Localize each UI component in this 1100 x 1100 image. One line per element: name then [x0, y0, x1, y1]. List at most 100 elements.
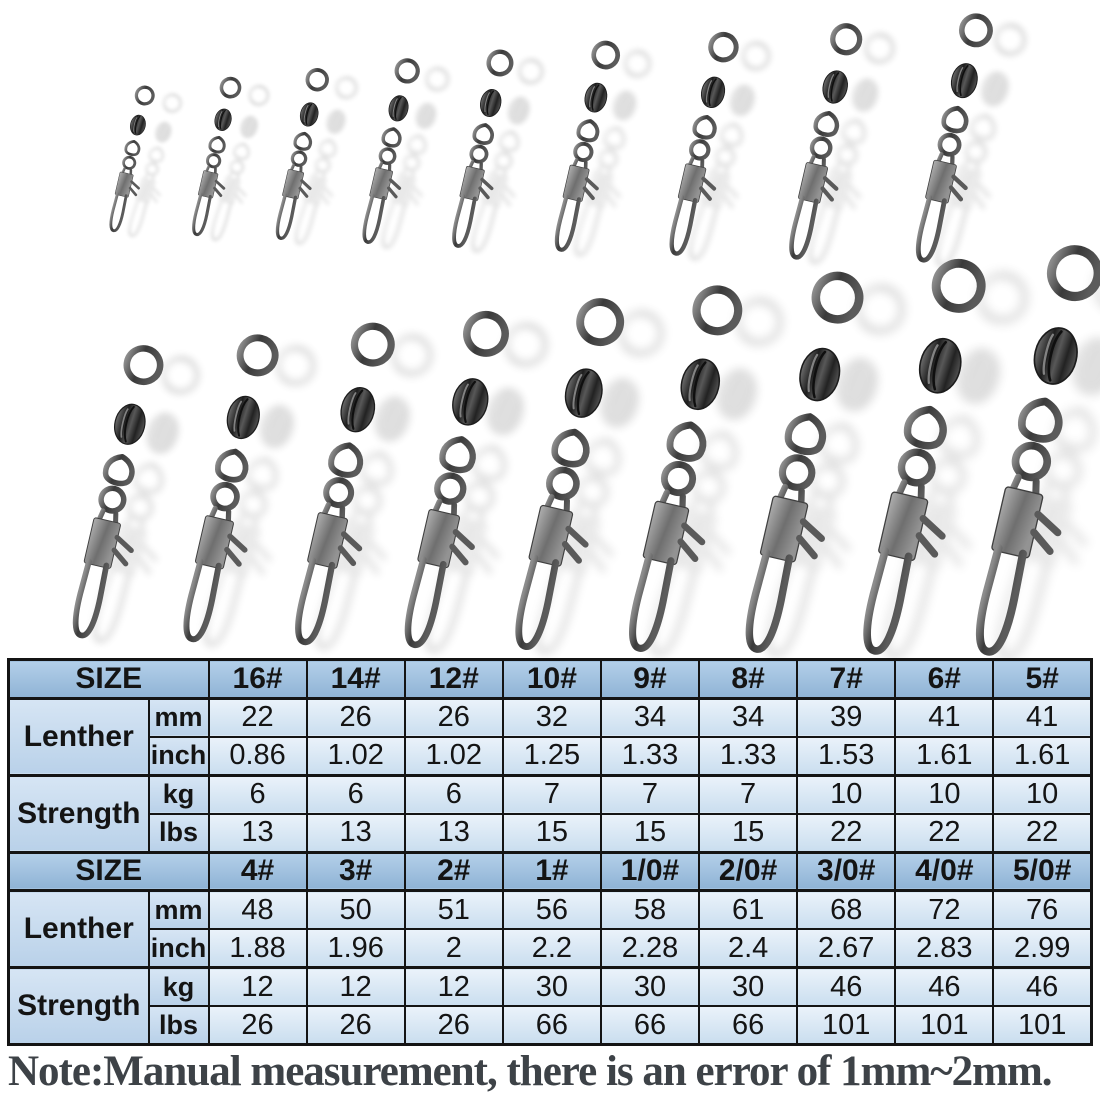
spec-value-cell: 1.61 — [894, 735, 995, 776]
unit-label-cell: inch — [147, 735, 210, 776]
spec-value-cell: 2.2 — [501, 928, 602, 969]
spec-value-cell: 15 — [501, 812, 602, 853]
table-data-row: lbs 26 26 26 66 66 66 101 101 101 — [9, 1005, 1093, 1046]
swivel-shadow — [204, 82, 279, 247]
measurement-note: Note:Manual measurement, there is an err… — [8, 1048, 1053, 1095]
spec-value-cell: 10 — [894, 773, 995, 815]
size-header-cell: 6# — [894, 658, 995, 700]
spec-value-cell: 22 — [207, 697, 308, 738]
spec-value-cell: 1.02 — [305, 735, 406, 776]
spec-value-cell: 2.28 — [599, 928, 701, 969]
spec-value-cell: 58 — [599, 889, 701, 930]
size-header-cell: 14# — [305, 658, 406, 700]
spec-value-cell: 13 — [403, 812, 504, 853]
spec-value-cell: 66 — [501, 1005, 602, 1046]
spec-value-cell: 72 — [894, 889, 995, 930]
group-label-cell: Lenther — [7, 889, 150, 969]
spec-value-cell: 10 — [992, 773, 1093, 815]
unit-label-cell: kg — [147, 966, 210, 1007]
unit-label-cell: inch — [147, 928, 210, 969]
unit-label-cell: mm — [147, 889, 210, 930]
table-size-row: SIZE 4# 3# 2# 1# 1/0# 2/0# 3/0# 4/0# 5/0# — [7, 850, 1093, 892]
table-data-row: lbs 13 13 13 15 15 15 22 22 22 — [9, 812, 1093, 853]
swivel-shadow — [801, 32, 906, 270]
spec-value-cell: 2.67 — [796, 928, 897, 969]
spec-value-cell: 1.25 — [501, 735, 602, 776]
spec-value-cell: 26 — [403, 697, 504, 738]
spec-value-cell: 1.61 — [992, 735, 1093, 776]
spec-value-cell: 41 — [992, 697, 1093, 738]
swivel-shadow — [376, 66, 459, 253]
size-header-cell: 5/0# — [992, 850, 1093, 892]
spec-value-cell: 46 — [894, 966, 995, 1007]
spec-value-cell: 41 — [894, 697, 995, 738]
size-header-cell: 2# — [403, 850, 504, 892]
spec-value-cell: 26 — [207, 1005, 308, 1046]
table-data-row: Lenther mm 48 50 51 56 58 61 68 72 76 — [7, 889, 1093, 969]
spec-table: SIZE 16# 14# 12# 10# 9# 8# 7# 6# 5# Lenther mm 22 26 2… — [7, 658, 1093, 1046]
spec-value-cell: 101 — [894, 1005, 995, 1046]
spec-value-cell: 7 — [698, 773, 799, 815]
spec-value-cell: 26 — [403, 1005, 504, 1046]
spec-value-cell: 2 — [403, 928, 504, 969]
spec-value-cell: 6 — [403, 773, 504, 815]
size-corner-cell: SIZE — [7, 850, 210, 892]
spec-value-cell: 2.4 — [698, 928, 799, 969]
unit-label-cell: mm — [147, 697, 210, 738]
spec-value-cell: 15 — [599, 812, 701, 853]
swivel-shadow — [928, 22, 1039, 273]
table-data-row: Strength kg 6 6 6 7 7 7 10 10 10 — [7, 773, 1093, 853]
size-corner-cell: SIZE — [7, 658, 210, 700]
size-header-cell: 4# — [207, 850, 308, 892]
unit-label-cell: lbs — [147, 1005, 210, 1046]
size-header-cell: 10# — [501, 658, 602, 700]
spec-value-cell: 39 — [796, 697, 897, 738]
unit-label-cell: lbs — [147, 812, 210, 853]
size-header-cell: 2/0# — [698, 850, 799, 892]
spec-value-cell: 32 — [501, 697, 602, 738]
spec-value-cell: 12 — [403, 966, 504, 1007]
size-header-cell: 12# — [403, 658, 504, 700]
size-header-cell: 3/0# — [796, 850, 897, 892]
unit-label-cell: kg — [147, 773, 210, 815]
size-header-cell: 3# — [305, 850, 406, 892]
spec-value-cell: 0.86 — [207, 735, 308, 776]
table-data-row: Strength kg 12 12 12 30 30 30 46 46 46 — [7, 966, 1093, 1046]
spec-value-cell: 30 — [698, 966, 799, 1007]
spec-value-cell: 1.53 — [796, 735, 897, 776]
group-label-cell: Lenther — [7, 697, 150, 776]
spec-value-cell: 46 — [796, 966, 897, 1007]
group-label-cell: Strength — [7, 966, 150, 1046]
spec-value-cell: 61 — [698, 889, 799, 930]
spec-value-cell: 2.99 — [992, 928, 1093, 969]
spec-value-cell: 76 — [992, 889, 1093, 930]
spec-value-cell: 6 — [207, 773, 308, 815]
spec-value-cell: 22 — [796, 812, 897, 853]
spec-value-cell: 12 — [305, 966, 406, 1007]
spec-value-cell: 7 — [501, 773, 602, 815]
spec-value-cell: 34 — [599, 697, 701, 738]
spec-value-cell: 13 — [305, 812, 406, 853]
spec-value-cell: 66 — [698, 1005, 799, 1046]
swivel-shadow — [682, 40, 782, 265]
spec-value-cell: 1.33 — [698, 735, 799, 776]
spec-value-cell: 12 — [207, 966, 308, 1007]
spec-value-cell: 7 — [599, 773, 701, 815]
spec-value-cell: 48 — [207, 889, 308, 930]
spec-value-cell: 30 — [501, 966, 602, 1007]
swivel-shadow — [287, 73, 368, 251]
size-header-cell: 1# — [501, 850, 602, 892]
spec-value-cell: 26 — [305, 1005, 406, 1046]
swivel-shadow — [465, 57, 553, 256]
size-header-cell: 9# — [599, 658, 701, 700]
spec-value-cell: 13 — [207, 812, 308, 853]
spec-value-cell: 50 — [305, 889, 406, 930]
spec-value-cell: 15 — [698, 812, 799, 853]
spec-value-cell: 30 — [599, 966, 701, 1007]
size-header-cell: 5# — [992, 658, 1093, 700]
spec-value-cell: 22 — [894, 812, 995, 853]
table-data-row: inch 0.86 1.02 1.02 1.25 1.33 1.33 1.53 1.61 1.61 — [9, 735, 1093, 776]
spec-value-cell: 22 — [992, 812, 1093, 853]
table-size-row: SIZE 16# 14# 12# 10# 9# 8# 7# 6# 5# — [7, 658, 1093, 700]
